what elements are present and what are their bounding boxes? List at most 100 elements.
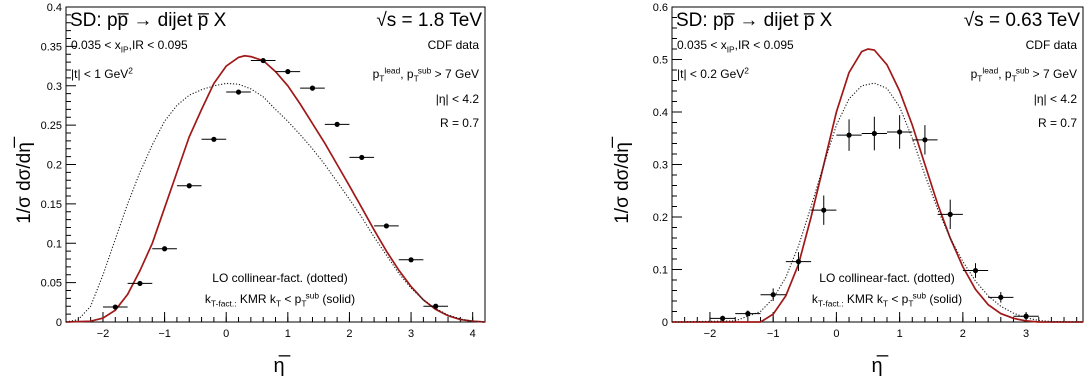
energy-label-right: √s = 0.63 TeV bbox=[964, 10, 1081, 31]
data-marker bbox=[285, 68, 291, 75]
y-tick-label: 0.5 bbox=[653, 55, 668, 67]
data-point bbox=[886, 115, 913, 149]
y-tick-label: 0.6 bbox=[653, 2, 668, 14]
y-tick-label: 0.4 bbox=[653, 107, 668, 119]
jet-radius-label: R = 0.7 bbox=[1038, 116, 1077, 130]
y-tick-label: 0.15 bbox=[41, 199, 62, 211]
x-tick-label: 1 bbox=[897, 328, 903, 340]
x-tick-label: 1 bbox=[285, 328, 291, 340]
legend-solid: kT-fact.: KMR kT < pTsub (solid) bbox=[812, 290, 962, 308]
data-marker bbox=[137, 280, 143, 287]
y-tick-label: 0.2 bbox=[653, 212, 668, 224]
data-point bbox=[250, 57, 276, 64]
data-marker bbox=[161, 246, 168, 252]
data-marker bbox=[745, 311, 751, 317]
data-marker bbox=[383, 223, 390, 229]
data-point bbox=[226, 89, 251, 95]
data-point bbox=[709, 315, 736, 321]
data-point bbox=[962, 263, 989, 278]
data-marker bbox=[871, 130, 877, 137]
lo-collinear-curve bbox=[65, 82, 486, 323]
x-tick-label: 0 bbox=[833, 328, 839, 340]
y-axis-label-right: 1/σ dσ/dη̅ bbox=[612, 136, 633, 224]
left-plot: 1/σ dσ/dη̅ η̅ 0 0.05 0.1 0.15 0.2 0.25 0.3 0.35… bbox=[14, 2, 486, 377]
data-point bbox=[349, 154, 375, 161]
y-tick-label: 0 bbox=[662, 317, 668, 329]
legend-dotted: LO collinear-fact. (dotted) bbox=[819, 271, 954, 285]
data-point bbox=[275, 68, 301, 75]
data-point bbox=[760, 288, 786, 301]
x-range-label: 0.035 < xIP,IR < 0.095 bbox=[71, 38, 188, 55]
data-point bbox=[912, 125, 938, 155]
data-point bbox=[836, 119, 862, 151]
data-point bbox=[324, 121, 350, 127]
y-tick-label: 0.05 bbox=[41, 278, 62, 290]
legend-solid: kT-fact.: KMR kT < pTsub (solid) bbox=[205, 290, 355, 308]
data-marker bbox=[770, 292, 776, 298]
data-marker bbox=[947, 211, 953, 217]
data-marker bbox=[408, 257, 414, 263]
data-marker bbox=[309, 85, 316, 91]
x-tick-label: −1 bbox=[767, 328, 780, 340]
t-range-label: |t| < 1 GeV2 bbox=[71, 65, 133, 81]
data-marker bbox=[795, 259, 802, 265]
pt-cut-label: pTlead, pTsub > 7 GeV bbox=[373, 65, 479, 83]
x-tick-label: −2 bbox=[97, 328, 110, 340]
data-marker bbox=[821, 207, 827, 213]
y-tick-label: 0 bbox=[56, 317, 62, 329]
data-point bbox=[374, 223, 399, 229]
data-marker bbox=[186, 183, 192, 189]
data-marker bbox=[897, 129, 903, 135]
data-point bbox=[176, 183, 202, 189]
data-point bbox=[785, 252, 812, 272]
plot-title-left: SD: pp̅ → dijet p̅ X bbox=[70, 10, 227, 31]
y-axis-label-left: 1/σ dσ/dη̅ bbox=[14, 136, 35, 224]
data-marker bbox=[719, 315, 726, 321]
data-marker bbox=[260, 57, 266, 64]
data-marker bbox=[334, 121, 340, 127]
data-marker bbox=[359, 154, 365, 161]
data-source-label: CDF data bbox=[1026, 38, 1078, 52]
y-tick-label: 0.2 bbox=[47, 160, 62, 172]
data-marker bbox=[112, 304, 118, 310]
data-point bbox=[735, 310, 761, 317]
data-point bbox=[1013, 313, 1039, 320]
x-range-label: 0.035 < xIP,IR < 0.095 bbox=[677, 38, 794, 55]
y-tick-label: 0.4 bbox=[47, 2, 62, 14]
data-marker bbox=[972, 267, 979, 274]
data-point bbox=[988, 292, 1014, 303]
x-tick-label: 3 bbox=[1023, 328, 1029, 340]
x-tick-label: 0 bbox=[223, 328, 229, 340]
data-source-label: CDF data bbox=[428, 38, 480, 52]
t-range-label: |t| < 0.2 GeV2 bbox=[677, 65, 749, 81]
x-tick-label: 2 bbox=[346, 328, 352, 340]
kt-fact-curve bbox=[672, 48, 1083, 323]
data-marker bbox=[998, 294, 1004, 300]
data-point bbox=[127, 280, 153, 287]
x-tick-label: −2 bbox=[704, 328, 717, 340]
eta-cut-label: |η| < 4.2 bbox=[1034, 92, 1078, 106]
x-tick-label: 3 bbox=[408, 328, 414, 340]
data-marker bbox=[1023, 313, 1029, 319]
data-point bbox=[102, 304, 128, 310]
data-point bbox=[811, 195, 837, 225]
lo-collinear-curve bbox=[671, 82, 1084, 323]
energy-label-left: √s = 1.8 TeV bbox=[376, 10, 482, 31]
data-marker bbox=[846, 132, 852, 138]
data-point bbox=[423, 303, 449, 309]
data-marker bbox=[922, 137, 928, 143]
pt-cut-label: pTlead, pTsub > 7 GeV bbox=[971, 65, 1077, 83]
legend-dotted: LO collinear-fact. (dotted) bbox=[212, 271, 347, 285]
plot-title-right: SD: pp̅ → dijet p̅ X bbox=[676, 10, 833, 31]
x-tick-label: 2 bbox=[960, 328, 966, 340]
y-tick-label: 0.1 bbox=[653, 265, 668, 277]
data-point bbox=[861, 116, 887, 151]
data-marker bbox=[433, 303, 439, 309]
x-tick-label: 4 bbox=[470, 328, 476, 340]
right-plot: 1/σ dσ/dη̅ η̅ 0 0.1 0.2 0.3 0.4 0.5 0.6 −2 −1 0 1 2… bbox=[612, 2, 1084, 377]
data-point bbox=[201, 136, 227, 142]
x-axis-label-right: η̅ bbox=[871, 354, 888, 377]
data-point bbox=[152, 246, 177, 252]
y-tick-label: 0.1 bbox=[47, 238, 62, 250]
